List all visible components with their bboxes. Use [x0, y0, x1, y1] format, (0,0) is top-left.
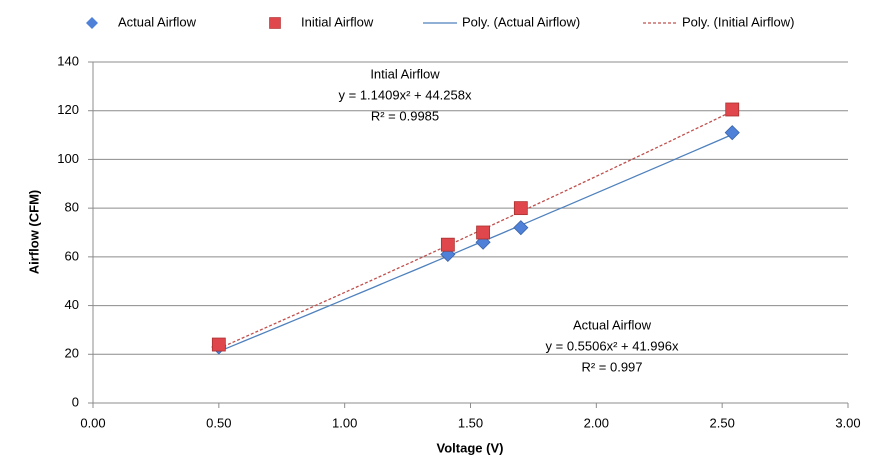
trendline	[218, 110, 733, 349]
y-tick-label: 0	[72, 394, 79, 409]
point	[440, 237, 455, 252]
point	[211, 337, 226, 352]
x-tick-label: 3.00	[835, 415, 860, 430]
y-axis-title: Airflow (CFM)	[26, 190, 41, 274]
trendline-label: Actual Airflow	[573, 317, 652, 332]
x-tick-label: 0.00	[80, 415, 105, 430]
x-tick-label: 2.00	[584, 415, 609, 430]
point	[513, 220, 529, 236]
x-tick-label: 1.50	[458, 415, 483, 430]
y-tick-label: 80	[65, 200, 79, 215]
point	[724, 125, 740, 141]
y-tick-label: 120	[57, 102, 79, 117]
legend-label: Initial Airflow	[301, 14, 374, 29]
trendline	[218, 133, 733, 353]
x-tick-label: 1.00	[332, 415, 357, 430]
x-tick-label: 0.50	[206, 415, 231, 430]
x-axis-title: Voltage (V)	[437, 440, 504, 455]
point	[476, 225, 490, 240]
point	[513, 201, 528, 216]
y-tick-label: 140	[57, 53, 79, 68]
y-tick-label: 100	[57, 151, 79, 166]
legend-swatch	[86, 17, 98, 29]
trendline-label: Intial Airflow	[370, 66, 440, 81]
trendline-r-squared: R² = 0.997	[581, 359, 642, 374]
legend-label: Poly. (Actual Airflow)	[462, 14, 580, 29]
legend-swatch	[269, 17, 281, 29]
legend-label: Poly. (Initial Airflow)	[682, 14, 794, 29]
y-tick-label: 40	[65, 297, 79, 312]
x-tick-label: 2.50	[710, 415, 735, 430]
point	[725, 102, 740, 117]
point	[440, 246, 456, 262]
trendline-equation: y = 0.5506x² + 41.996x	[546, 338, 679, 353]
trendline-r-squared: R² = 0.9985	[371, 108, 439, 123]
y-tick-label: 20	[65, 346, 79, 361]
y-tick-label: 60	[65, 248, 79, 263]
trendline-equation: y = 1.1409x² + 44.258x	[339, 87, 472, 102]
legend-label: Actual Airflow	[118, 14, 197, 29]
